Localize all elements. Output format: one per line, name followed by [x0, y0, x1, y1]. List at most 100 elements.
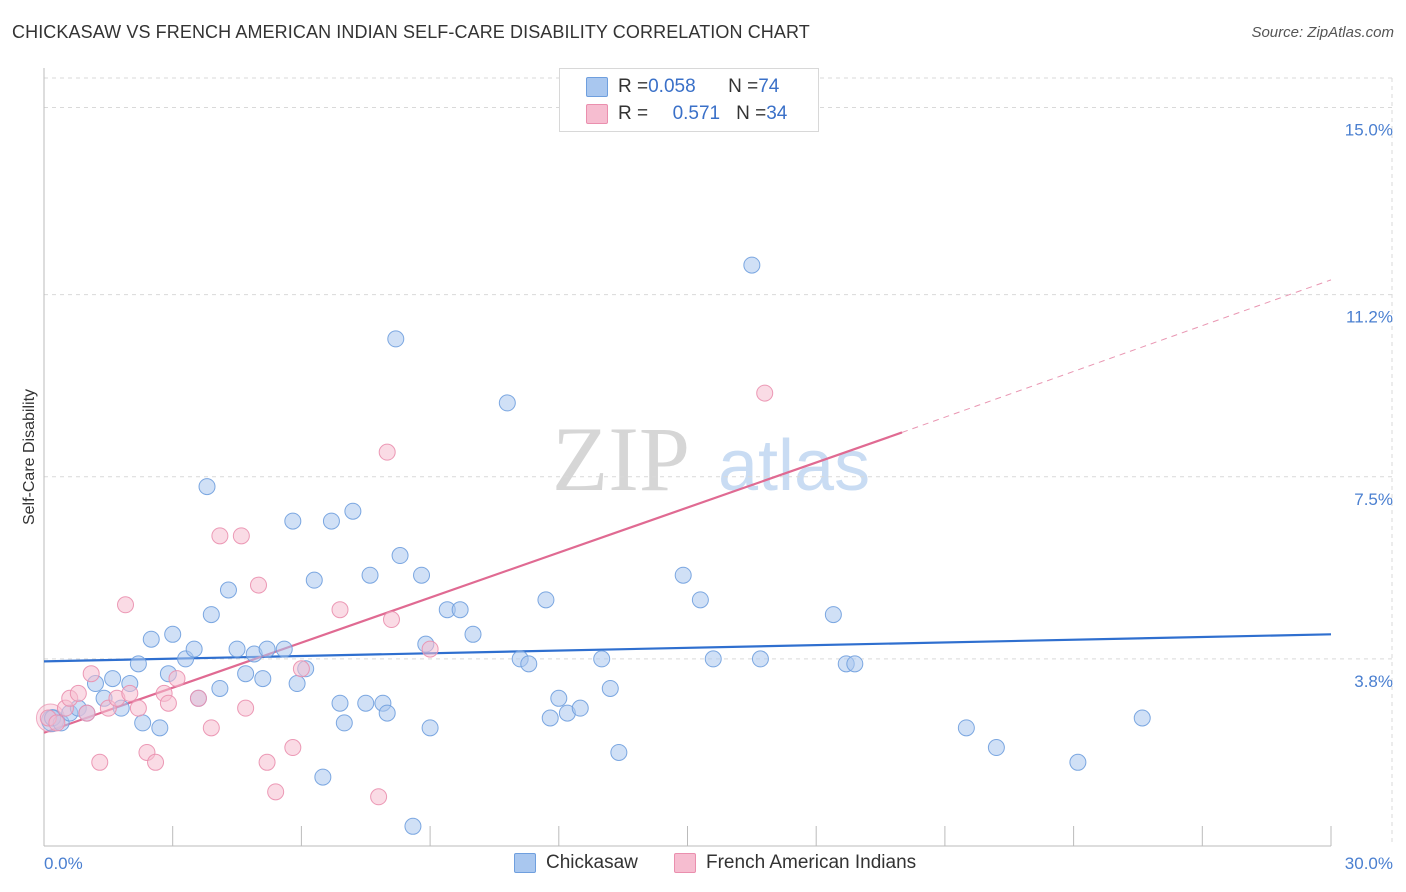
chickasaw-point: [378, 704, 396, 722]
chickasaw-point: [571, 699, 589, 717]
chickasaw-point: [391, 547, 409, 565]
french-point: [382, 611, 400, 629]
legend-r-value: 0.058: [648, 76, 696, 97]
legend-r-label: R =: [618, 76, 649, 97]
french-point: [378, 443, 396, 461]
chickasaw-point: [284, 512, 302, 530]
legend-swatch-blue: [586, 77, 608, 97]
chickasaw-point: [520, 655, 538, 673]
chickasaw-point: [541, 709, 559, 727]
chickasaw-point: [142, 630, 160, 648]
french-point: [189, 689, 207, 707]
chickasaw-point: [824, 606, 842, 624]
series-legend: Chickasaw French American Indians: [0, 852, 1406, 878]
chickasaw-point: [674, 566, 692, 584]
chickasaw-point: [361, 566, 379, 584]
chickasaw-point: [610, 743, 628, 761]
french-point: [211, 527, 229, 545]
legend-row-french: R = 0.571 N = 34: [586, 102, 787, 126]
chickasaw-point: [164, 625, 182, 643]
french-point: [250, 576, 267, 594]
legend-swatch-french: [674, 853, 696, 873]
chickasaw-point: [211, 679, 229, 697]
legend-swatch-pink: [586, 104, 608, 124]
chickasaw-point: [421, 719, 439, 737]
legend-r-label: R =: [618, 103, 649, 124]
french-point: [82, 665, 100, 683]
chickasaw-point: [550, 689, 568, 707]
legend-label-french: French American Indians: [706, 852, 917, 873]
french-point: [232, 527, 250, 545]
chickasaw-point: [846, 655, 864, 673]
chickasaw-point: [387, 330, 405, 348]
chickasaw-point: [743, 256, 761, 274]
french-point: [370, 788, 388, 806]
french-trend-extension: [901, 279, 1332, 433]
legend-r-value: 0.571: [672, 103, 721, 124]
legend-row-chickasaw: R = 0.058 N = 74: [586, 75, 779, 99]
watermark-atlas: atlas: [718, 426, 870, 506]
chickasaw-point: [314, 768, 332, 786]
y-tick-label: 15.0%: [1345, 121, 1393, 140]
chickasaw-point: [464, 625, 482, 643]
legend-label-chickasaw: Chickasaw: [546, 852, 638, 873]
french-point: [69, 684, 87, 702]
french-point: [292, 660, 310, 678]
x-tick-label-max: 30.0%: [1345, 854, 1393, 873]
french-point: [284, 739, 302, 757]
chickasaw-point: [134, 714, 152, 732]
chickasaw-point: [751, 650, 769, 668]
french-point: [202, 719, 220, 737]
french-point: [91, 753, 109, 771]
y-tick-label: 3.8%: [1354, 672, 1393, 691]
legend-swatch-chickasaw: [514, 853, 536, 873]
legend-n-value: 74: [758, 76, 780, 97]
y-tick-label: 7.5%: [1354, 490, 1393, 509]
chickasaw-point: [151, 719, 169, 737]
chickasaw-point: [322, 512, 340, 530]
chickasaw-point: [704, 650, 722, 668]
chickasaw-point: [335, 714, 353, 732]
chickasaw-point: [593, 650, 611, 668]
french-point: [48, 714, 66, 732]
chickasaw-point: [202, 606, 220, 624]
chickasaw-point: [258, 640, 276, 658]
chickasaw-point: [228, 640, 246, 658]
chickasaw-point: [404, 817, 422, 835]
french-point: [331, 601, 349, 619]
chickasaw-point: [537, 591, 555, 609]
legend-n-label: N =: [736, 103, 767, 124]
french-point: [159, 694, 177, 712]
chickasaw-point: [451, 601, 469, 619]
french-point: [129, 699, 147, 717]
legend-item-french: French American Indians: [674, 852, 916, 874]
french-point: [147, 753, 165, 771]
french-trend-line: [43, 431, 903, 734]
french-point: [267, 783, 285, 801]
chickasaw-point: [357, 694, 375, 712]
french-point: [258, 753, 276, 771]
x-tick-label-min: 0.0%: [44, 854, 83, 873]
chickasaw-point: [219, 581, 237, 599]
stats-legend: R = 0.058 N = 74 R = 0.571 N = 34: [559, 68, 819, 132]
chickasaw-point: [288, 675, 306, 693]
chickasaw-point: [601, 679, 619, 697]
chickasaw-point: [1133, 709, 1151, 727]
chickasaw-point: [104, 670, 122, 688]
legend-n-value: 34: [766, 103, 788, 124]
chickasaw-point: [1069, 753, 1087, 771]
chickasaw-point: [344, 502, 362, 520]
chickasaw-point: [275, 640, 293, 658]
chickasaw-point: [254, 670, 272, 688]
chickasaw-point: [185, 640, 203, 658]
french-point: [756, 384, 774, 402]
french-point: [421, 640, 439, 658]
chickasaw-point: [691, 591, 709, 609]
chickasaw-point: [198, 478, 216, 496]
chickasaw-point: [129, 655, 147, 673]
french-point: [117, 596, 135, 614]
french-point: [78, 704, 96, 722]
chickasaw-point: [413, 566, 431, 584]
chickasaw-point: [957, 719, 975, 737]
